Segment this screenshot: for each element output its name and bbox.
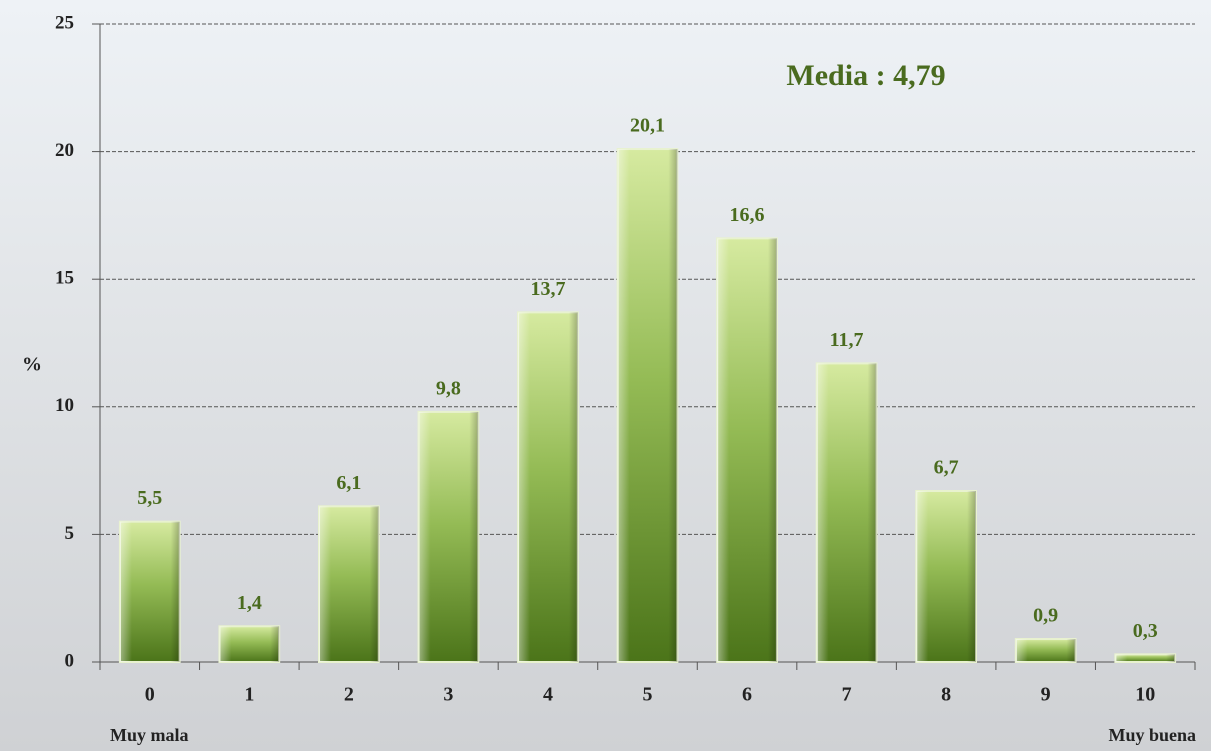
y-axis-label: %: [22, 354, 42, 376]
bar-shine: [817, 363, 877, 662]
x-tick-label: 0: [145, 684, 155, 706]
x-tick-label: 10: [1135, 684, 1155, 706]
bar-shine: [618, 149, 678, 662]
value-label: 0,3: [1133, 620, 1158, 642]
bar-shine: [120, 522, 180, 662]
value-label: 0,9: [1033, 605, 1058, 627]
value-label: 11,7: [830, 329, 864, 351]
bar-shine: [1016, 639, 1076, 662]
x-tick-label: 3: [443, 684, 453, 706]
x-tick-label: 5: [643, 684, 653, 706]
x-tick-label: 8: [941, 684, 951, 706]
y-tick-label: 25: [55, 12, 74, 33]
y-tick-label: 5: [65, 523, 75, 544]
value-label: 1,4: [237, 592, 262, 614]
y-tick-label: 10: [55, 395, 74, 416]
x-end-label: Muy buena: [1108, 725, 1196, 745]
x-tick-label: 2: [344, 684, 354, 706]
bar-shine: [518, 312, 578, 662]
y-tick-label: 20: [55, 140, 74, 161]
y-tick-label: 0: [65, 650, 75, 671]
bar-shine: [319, 506, 379, 662]
bar-shine: [916, 491, 976, 662]
x-tick-label: 4: [543, 684, 553, 706]
bar-shine: [717, 238, 777, 662]
bar-shine: [219, 626, 279, 662]
annotation: Media : 4,79: [786, 59, 945, 92]
x-start-label: Muy mala: [110, 725, 189, 745]
value-label: 16,6: [730, 204, 765, 226]
y-tick-label: 15: [55, 268, 74, 289]
value-label: 6,7: [934, 457, 959, 479]
value-label: 6,1: [336, 472, 361, 494]
bar-shine: [419, 412, 479, 662]
x-tick-label: 9: [1041, 684, 1051, 706]
x-tick-label: 1: [244, 684, 254, 706]
page: {"chart_data": {"type": "bar", "y_label"…: [0, 0, 1211, 751]
value-label: 5,5: [137, 487, 162, 509]
x-tick-label: 7: [842, 684, 852, 706]
x-tick-label: 6: [742, 684, 752, 706]
value-label: 13,7: [530, 278, 565, 300]
chart: % Media : 4,79 Muy mala Muy buena 051015…: [0, 0, 1211, 751]
bar-shine: [1115, 654, 1175, 662]
value-label: 9,8: [436, 377, 461, 399]
value-label: 20,1: [630, 115, 665, 137]
